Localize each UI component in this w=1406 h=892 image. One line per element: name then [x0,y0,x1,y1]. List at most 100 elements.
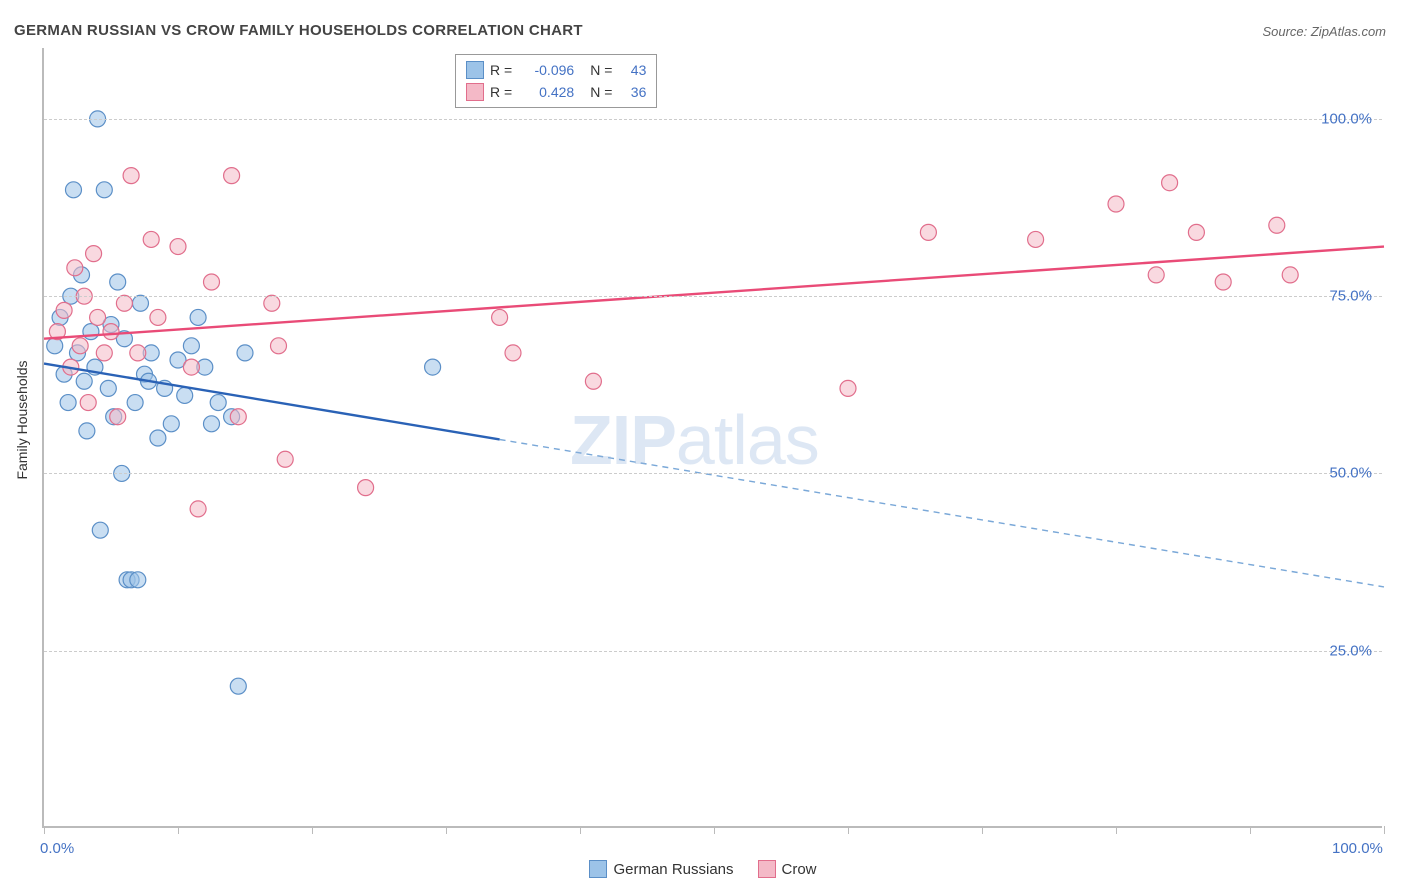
legend-correlation: R =-0.096N =43R = 0.428 N = 36 [455,54,657,108]
chart-svg [44,48,1382,826]
scatter-point [190,501,206,517]
x-tick-label: 0.0% [40,840,74,857]
x-tick [1384,826,1385,834]
scatter-point [79,423,95,439]
legend-correlation-row: R = 0.428 N = 36 [466,81,646,103]
scatter-point [170,239,186,255]
scatter-point [1028,231,1044,247]
scatter-point [163,416,179,432]
scatter-point [204,416,220,432]
grid-line [44,296,1382,297]
scatter-point [230,678,246,694]
legend-series-label: Crow [782,861,817,878]
x-tick [714,826,715,834]
scatter-point [110,274,126,290]
scatter-point [264,295,280,311]
scatter-point [65,182,81,198]
scatter-point [80,395,96,411]
legend-r-label: R = [490,81,512,103]
y-axis-label: Family Households [14,360,30,479]
scatter-point [585,373,601,389]
scatter-point [130,345,146,361]
scatter-point [204,274,220,290]
scatter-point [224,168,240,184]
legend-swatch [758,860,776,878]
x-tick [178,826,179,834]
scatter-point [100,380,116,396]
scatter-point [358,480,374,496]
scatter-point [67,260,83,276]
scatter-point [271,338,287,354]
scatter-point [96,182,112,198]
legend-series: German Russians Crow [0,860,1406,882]
y-tick-label: 50.0% [1329,465,1372,482]
x-tick [446,826,447,834]
scatter-point [505,345,521,361]
scatter-point [1215,274,1231,290]
legend-n-label: N = [590,81,612,103]
scatter-point [1188,224,1204,240]
legend-swatch [589,860,607,878]
x-tick-label: 100.0% [1332,840,1383,857]
scatter-point [492,309,508,325]
scatter-point [277,451,293,467]
scatter-point [60,395,76,411]
scatter-point [1282,267,1298,283]
scatter-point [123,168,139,184]
scatter-point [425,359,441,375]
scatter-point [840,380,856,396]
x-tick [44,826,45,834]
legend-swatch [466,61,484,79]
x-tick [982,826,983,834]
grid-line [44,473,1382,474]
scatter-point [183,338,199,354]
scatter-point [56,302,72,318]
x-tick [1116,826,1117,834]
scatter-point [86,246,102,262]
scatter-point [83,324,99,340]
scatter-point [72,338,88,354]
x-tick [848,826,849,834]
scatter-point [1108,196,1124,212]
scatter-point [920,224,936,240]
scatter-point [96,345,112,361]
legend-series-label: German Russians [613,861,733,878]
legend-n-value: 36 [618,81,646,103]
scatter-point [116,295,132,311]
scatter-point [90,309,106,325]
scatter-point [177,387,193,403]
x-tick [312,826,313,834]
scatter-point [1269,217,1285,233]
trend-line [44,247,1384,339]
scatter-point [1162,175,1178,191]
legend-n-label: N = [590,59,612,81]
scatter-point [150,309,166,325]
scatter-point [92,522,108,538]
grid-line [44,651,1382,652]
legend-correlation-row: R =-0.096N =43 [466,59,646,81]
scatter-point [76,373,92,389]
x-tick [580,826,581,834]
legend-r-label: R = [490,59,512,81]
scatter-point [47,338,63,354]
scatter-point [183,359,199,375]
scatter-point [130,572,146,588]
legend-r-value: 0.428 [518,81,574,103]
chart-title: GERMAN RUSSIAN VS CROW FAMILY HOUSEHOLDS… [14,22,583,39]
y-tick-label: 100.0% [1321,110,1372,127]
grid-line [44,119,1382,120]
legend-series-item: Crow [758,860,817,878]
y-tick-label: 25.0% [1329,642,1372,659]
scatter-point [1148,267,1164,283]
scatter-point [210,395,226,411]
legend-swatch [466,83,484,101]
legend-series-item: German Russians [589,860,733,878]
scatter-point [127,395,143,411]
scatter-point [230,409,246,425]
scatter-point [150,430,166,446]
scatter-point [132,295,148,311]
scatter-point [103,324,119,340]
scatter-point [110,409,126,425]
x-tick [1250,826,1251,834]
scatter-point [237,345,253,361]
